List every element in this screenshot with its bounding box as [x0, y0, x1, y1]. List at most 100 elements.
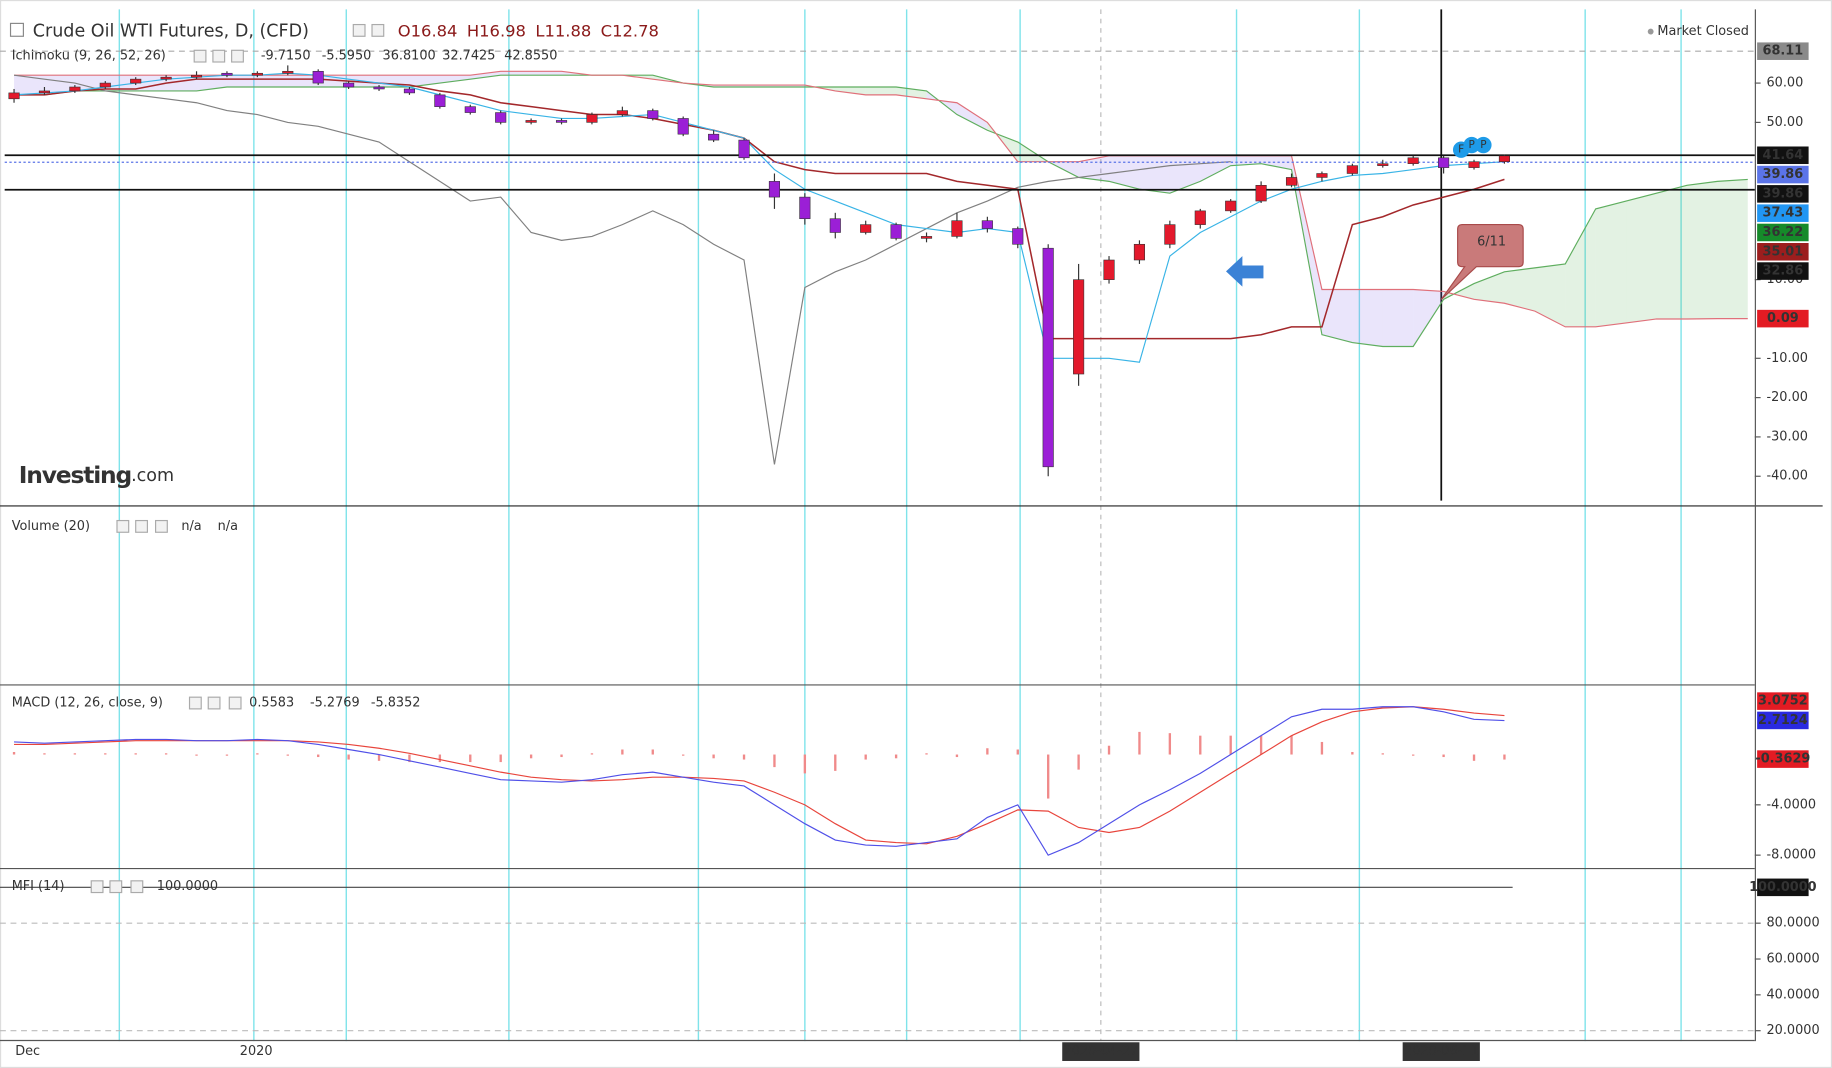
icon[interactable] [130, 880, 144, 894]
macd-value: -5.8352 [371, 696, 421, 711]
histogram-bar [1503, 754, 1506, 760]
cloud [865, 87, 897, 95]
candle-body [677, 118, 689, 135]
histogram-bar [195, 754, 198, 756]
indicator-line [14, 706, 1505, 845]
histogram-bar [347, 754, 350, 760]
price-badge [1757, 750, 1809, 768]
price-badge-label: 35.01 [1763, 244, 1804, 259]
flag[interactable] [1463, 136, 1480, 154]
histogram-bar [73, 753, 77, 755]
ichimoku-value: 32.7425 [442, 49, 495, 64]
icon[interactable] [188, 696, 202, 710]
histogram-bar [621, 749, 624, 755]
cloud [500, 71, 532, 76]
icon[interactable] [207, 696, 221, 710]
histogram-bar [1259, 735, 1263, 755]
icon[interactable] [135, 519, 148, 533]
high: H16.98 [467, 21, 526, 40]
cloud [1382, 289, 1414, 347]
candle-body [1468, 161, 1480, 168]
low: L11.88 [535, 21, 591, 40]
histogram-bar [1107, 745, 1111, 755]
volume-value: n/a [218, 519, 238, 534]
cloud [1686, 181, 1718, 319]
logo-suffix: .com [131, 466, 174, 486]
indicator-line [14, 706, 1505, 856]
cloud [1474, 271, 1505, 304]
histogram-bar [164, 753, 168, 755]
macd-value: 0.5583 [249, 696, 294, 711]
collapse-icon[interactable] [9, 22, 24, 37]
histogram-bar [955, 754, 959, 758]
flag-text: P [1480, 139, 1486, 151]
histogram-bar [1472, 754, 1476, 761]
histogram-bar [1168, 733, 1172, 755]
icon[interactable] [193, 49, 207, 63]
candle-body [1255, 185, 1267, 202]
candle-body [434, 94, 446, 107]
icon[interactable] [231, 49, 244, 63]
candle-body [1377, 163, 1389, 166]
icon[interactable] [90, 880, 104, 894]
candle-body [1438, 157, 1450, 168]
histogram-bar [1290, 735, 1293, 755]
y-tick-label: -4.0000 [1766, 797, 1816, 812]
cloud [1413, 289, 1444, 347]
histogram-bar [438, 754, 442, 763]
candle-body [616, 110, 628, 115]
indicator-line [14, 70, 1748, 328]
macd-value: -5.2769 [310, 696, 360, 711]
flag-text: P [1469, 139, 1475, 151]
y-tick-label: -40.00 [1766, 469, 1807, 484]
icon[interactable] [212, 49, 226, 63]
cloud [1504, 267, 1535, 312]
candle-body [1073, 279, 1085, 375]
ichimoku-value: 42.8550 [504, 49, 557, 64]
candle-body [799, 196, 811, 220]
y-tick-label: -10.00 [1766, 351, 1807, 366]
icon[interactable] [352, 23, 366, 37]
candle-body [951, 220, 963, 237]
arrow-annotation [1226, 256, 1264, 287]
icon[interactable] [228, 696, 242, 710]
candle-body [1133, 243, 1145, 261]
cloud [531, 71, 562, 76]
price-badge [1757, 309, 1809, 328]
price-badge [1757, 42, 1809, 60]
histogram-bar [256, 753, 259, 755]
candle-body [221, 72, 233, 76]
price-badge [1757, 242, 1809, 261]
y-tick-label: -8.0000 [1766, 848, 1816, 863]
icon[interactable] [371, 23, 385, 37]
candle-body [1498, 155, 1510, 163]
candle-body [8, 92, 20, 100]
candle-body [251, 72, 263, 76]
cloud [561, 71, 592, 76]
icon[interactable] [155, 519, 168, 533]
candle-body [890, 224, 902, 239]
candle-body [738, 139, 750, 159]
cursor-date-badge [1062, 1042, 1140, 1061]
candle-body [373, 86, 385, 90]
price-badge [1757, 711, 1809, 730]
icon[interactable] [109, 880, 123, 894]
macd-legend: MACD (12, 26, close, 9) [12, 696, 163, 711]
icon[interactable] [116, 519, 130, 533]
ohlc: O16.84 H16.98 L11.88 C12.78 [398, 21, 659, 40]
flag[interactable] [1475, 136, 1492, 154]
cloud [1321, 289, 1353, 343]
price-badge [1757, 878, 1809, 897]
candle-body [1164, 224, 1176, 245]
price-badge [1757, 146, 1809, 165]
histogram-bar [925, 753, 928, 755]
price-badge [1757, 262, 1809, 280]
candle-body [586, 114, 598, 123]
cloud [1291, 155, 1322, 335]
candle-body [69, 86, 81, 92]
candle-body [768, 181, 781, 198]
histogram-bar [560, 754, 563, 758]
cloud [1626, 193, 1657, 323]
